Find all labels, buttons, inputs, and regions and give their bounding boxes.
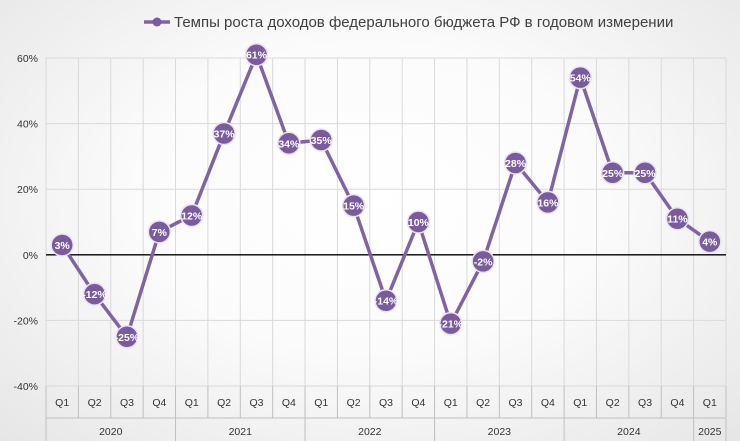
x-tick-label-quarter: Q3 bbox=[638, 397, 652, 409]
data-point bbox=[698, 229, 722, 254]
data-label: 11% bbox=[667, 214, 688, 226]
legend: Темпы роста доходов федерального бюджета… bbox=[144, 14, 673, 31]
y-tick-label: 0% bbox=[23, 250, 38, 262]
data-point bbox=[309, 128, 333, 152]
y-tick-label: 40% bbox=[17, 119, 38, 131]
y-axis-labels: 60% 40% 20% 0% -20% -40% bbox=[13, 53, 38, 393]
data-label: 28% bbox=[505, 158, 527, 170]
x-tick-label-year: 2023 bbox=[488, 426, 512, 438]
data-label: 4% bbox=[702, 237, 718, 249]
data-point bbox=[244, 42, 269, 67]
x-tick-label-quarter: Q2 bbox=[606, 397, 620, 409]
x-tick-label-quarter: Q4 bbox=[282, 397, 296, 409]
x-tick-label-year: 2021 bbox=[229, 426, 253, 438]
y-tick-label: 60% bbox=[17, 53, 38, 65]
data-label: 25% bbox=[602, 168, 624, 180]
y-tick-label: 20% bbox=[17, 184, 38, 196]
data-point bbox=[147, 220, 172, 244]
y-tick-label: -40% bbox=[13, 381, 38, 393]
data-label: 54% bbox=[570, 73, 592, 85]
data-point bbox=[277, 131, 301, 156]
data-point bbox=[374, 288, 398, 313]
x-tick-label-quarter: Q4 bbox=[670, 397, 684, 409]
data-label: 7% bbox=[152, 227, 168, 239]
data-label: 25% bbox=[635, 168, 657, 180]
data-label: 10% bbox=[408, 217, 430, 229]
data-label: 37% bbox=[214, 128, 236, 140]
data-point bbox=[600, 161, 625, 185]
data-label: -14% bbox=[374, 296, 399, 308]
x-tick-label-quarter: Q3 bbox=[120, 397, 134, 409]
x-tick-label-quarter: Q2 bbox=[88, 397, 102, 409]
x-tick-label-quarter: Q2 bbox=[217, 397, 231, 409]
data-point bbox=[115, 325, 139, 349]
x-tick-label-year: 2022 bbox=[358, 426, 382, 438]
x-tick-label-quarter: Q3 bbox=[509, 397, 523, 409]
data-point bbox=[633, 161, 657, 185]
data-label: -21% bbox=[439, 319, 464, 331]
data-label: 34% bbox=[278, 138, 300, 150]
axes bbox=[45, 254, 727, 441]
y-tick-label: -20% bbox=[13, 315, 38, 327]
x-tick-label-quarter: Q1 bbox=[55, 397, 69, 409]
x-tick-label-year: 2025 bbox=[698, 426, 722, 438]
data-point bbox=[406, 210, 431, 234]
x-tick-label-quarter: Q1 bbox=[444, 397, 458, 409]
series-line-group: 3% -12% -25% 7% 12% 37% 61% 34% 35% 15% -14% 10% -21… bbox=[50, 42, 722, 349]
data-point bbox=[471, 249, 495, 274]
data-point bbox=[503, 151, 528, 175]
data-label: 3% bbox=[55, 240, 71, 252]
data-point bbox=[568, 65, 593, 90]
x-tick-label-quarter: Q3 bbox=[379, 397, 393, 409]
legend-label: Темпы роста доходов федерального бюджета… bbox=[174, 14, 673, 31]
x-tick-label-quarter: Q1 bbox=[573, 397, 587, 409]
x-tick-label-quarter: Q1 bbox=[703, 397, 717, 409]
x-tick-label-quarter: Q4 bbox=[152, 397, 166, 409]
x-tick-label-year: 2024 bbox=[617, 426, 641, 438]
data-point bbox=[665, 206, 690, 231]
data-label: 15% bbox=[343, 201, 365, 213]
data-point bbox=[536, 190, 560, 215]
data-point bbox=[179, 203, 204, 228]
x-tick-label-quarter: Q4 bbox=[411, 397, 425, 409]
x-tick-label-quarter: Q2 bbox=[476, 397, 490, 409]
data-label: -2% bbox=[474, 256, 493, 268]
data-point bbox=[50, 233, 74, 257]
x-tick-label-quarter: Q3 bbox=[249, 397, 263, 409]
data-point bbox=[82, 282, 107, 306]
data-label: 12% bbox=[181, 210, 203, 222]
data-point bbox=[439, 311, 463, 336]
x-tick-label-quarter: Q4 bbox=[541, 397, 555, 409]
x-tick-label-year: 2020 bbox=[99, 426, 123, 438]
x-tick-label-quarter: Q1 bbox=[314, 397, 328, 409]
x-tick-label-quarter: Q1 bbox=[185, 397, 199, 409]
data-label: -12% bbox=[82, 289, 107, 301]
data-label: -25% bbox=[115, 332, 140, 344]
grid bbox=[45, 57, 727, 387]
x-tick-label-quarter: Q2 bbox=[347, 397, 361, 409]
legend-marker-swatch bbox=[152, 17, 162, 27]
data-label: 16% bbox=[537, 197, 559, 209]
data-label: 35% bbox=[311, 135, 333, 147]
data-point bbox=[212, 121, 236, 146]
data-label: 61% bbox=[246, 50, 268, 62]
data-point bbox=[341, 193, 366, 218]
x-axis-labels: Q1 Q2 Q3 Q4 Q1 Q2 Q3 Q4 Q1 Q2 Q3 Q4 Q1 Q2 Q3 Q4 Q1 Q2 Q3 Q4… bbox=[55, 397, 721, 438]
